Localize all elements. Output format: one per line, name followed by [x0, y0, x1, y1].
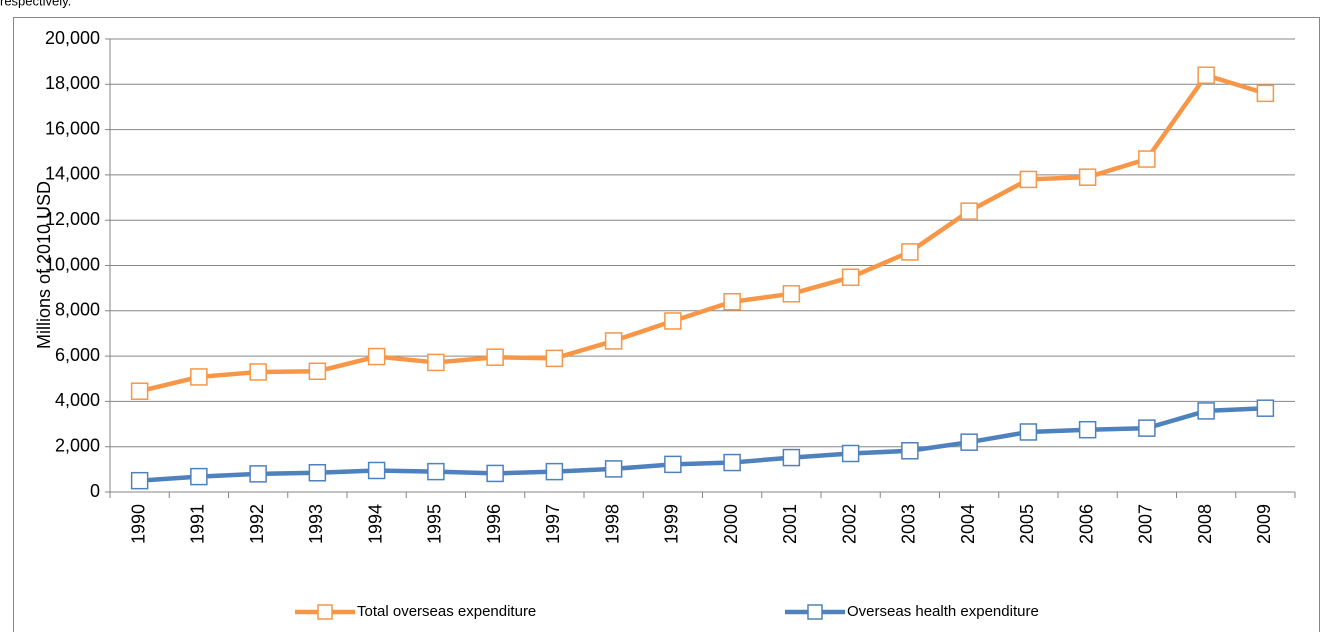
data-point [604, 332, 623, 350]
y-tick-label: 16,000 [45, 118, 100, 138]
data-point [367, 347, 386, 366]
x-tick-label: 1997 [543, 504, 563, 544]
data-point [782, 285, 801, 303]
data-point [901, 442, 919, 460]
legend-marker [317, 604, 333, 620]
y-axis-label: Millions of 2010 USD [34, 181, 54, 349]
x-tick-label: 1990 [128, 504, 148, 544]
data-point [308, 362, 327, 381]
data-point [130, 471, 149, 490]
y-tick-label: 18,000 [45, 73, 100, 93]
x-tick-label: 2008 [1195, 504, 1215, 544]
x-tick-label: 2007 [1136, 504, 1156, 544]
x-tick-label: 1991 [188, 504, 208, 544]
y-tick-label: 4,000 [55, 390, 100, 410]
legend-label: Total overseas expenditure [357, 603, 536, 620]
x-tick-label: 2002 [839, 504, 859, 544]
data-point [782, 448, 801, 467]
data-point [1019, 170, 1038, 189]
y-tick-label: 14,000 [45, 164, 100, 184]
x-tick-label: 2009 [1254, 504, 1274, 544]
series-line [139, 72, 1267, 394]
data-point [545, 349, 564, 368]
x-tick-label: 1994 [365, 504, 385, 544]
data-point [1078, 420, 1097, 439]
data-point [1138, 150, 1156, 168]
data-point [841, 268, 860, 287]
data-point [604, 460, 623, 478]
data-point [1138, 419, 1156, 437]
data-point [427, 353, 445, 372]
x-tick-label: 2000 [721, 504, 741, 544]
x-tick-label: 2003 [899, 504, 919, 544]
data-point [723, 292, 741, 311]
chart-border [13, 17, 1320, 632]
data-point [249, 465, 267, 483]
data-point [427, 462, 445, 481]
y-tick-label: 0 [90, 481, 100, 501]
y-tick-label: 6,000 [55, 345, 100, 365]
x-tick-label: 1999 [662, 504, 682, 544]
x-tick-label: 1993 [306, 504, 326, 544]
data-point [486, 348, 504, 366]
data-point [130, 382, 149, 400]
caption-fragment: respectively. [0, 0, 71, 8]
x-tick-label: 1996 [484, 504, 504, 544]
data-point [1019, 423, 1038, 441]
y-tick-label: 20,000 [45, 28, 100, 48]
y-tick-label: 12,000 [45, 209, 100, 229]
x-tick-label: 2005 [1017, 504, 1037, 544]
x-tick-label: 1992 [247, 504, 267, 544]
legend-marker [807, 604, 823, 620]
x-tick-label: 1998 [602, 504, 622, 544]
data-point [664, 455, 682, 474]
x-tick-label: 2004 [958, 504, 978, 544]
data-point [664, 312, 682, 330]
data-point [1197, 66, 1215, 84]
series-line [139, 405, 1266, 483]
y-tick-label: 10,000 [45, 254, 100, 274]
data-point [486, 464, 504, 483]
data-point [723, 453, 741, 472]
data-point [308, 463, 327, 482]
data-point [1256, 84, 1275, 103]
data-point [1197, 402, 1215, 420]
y-tick-label: 8,000 [55, 300, 100, 320]
y-tick-label: 2,000 [55, 435, 100, 455]
x-tick-label: 1995 [425, 504, 445, 544]
data-point [190, 467, 208, 486]
data-point [545, 462, 564, 481]
data-point [190, 368, 208, 386]
legend-label: Overseas health expenditure [847, 603, 1039, 620]
x-tick-label: 2006 [1076, 504, 1096, 544]
data-point [249, 363, 267, 381]
x-tick-label: 2001 [780, 504, 800, 544]
data-point [841, 444, 860, 463]
data-point [1078, 168, 1097, 186]
data-point [901, 243, 919, 261]
data-point [960, 433, 978, 451]
data-point [367, 461, 386, 480]
data-point [960, 202, 978, 220]
data-point [1256, 399, 1275, 417]
